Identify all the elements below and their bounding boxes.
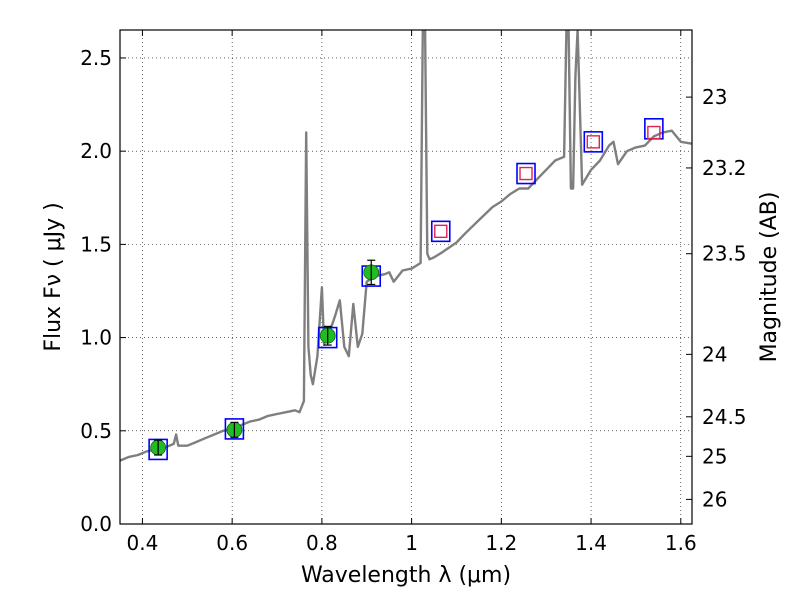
data-series — [120, 30, 692, 462]
x-tick-label: 0.6 — [216, 531, 248, 555]
y2-axis-title: Magnitude (AB) — [757, 192, 782, 363]
x-tick-label: 1.4 — [575, 531, 607, 555]
x-tick-label: 1.2 — [485, 531, 517, 555]
y-tick-label: 2.5 — [80, 46, 112, 70]
model-point — [516, 162, 536, 185]
nir-point — [434, 224, 448, 239]
plot-background — [120, 30, 692, 524]
y2-tick-label: 23.2 — [702, 156, 747, 180]
y-tick-label: 1.0 — [80, 326, 112, 350]
y2-tick-label: 23 — [702, 85, 727, 109]
x-tick-label: 1 — [405, 531, 418, 555]
model-point — [430, 220, 451, 243]
model-point — [583, 131, 604, 153]
axis-ticks: 0.4 0.6 0.8 1 1.2 1.4 1.6 0.0 0.5 1.0 1.5 2.0 2.5 23 2… — [80, 30, 747, 555]
y2-tick-label: 26 — [702, 487, 727, 511]
plot-frame — [119, 29, 693, 525]
model-point — [224, 418, 245, 440]
y2-tick-label: 24.5 — [702, 405, 747, 429]
nir-point — [519, 166, 533, 181]
x-tick-label: 0.8 — [306, 531, 338, 555]
x-tick-label: 1.6 — [665, 531, 697, 555]
model-point — [148, 438, 168, 461]
x-axis-title: Wavelength λ (μm) — [301, 563, 511, 588]
y-tick-label: 0.0 — [80, 512, 112, 536]
nir-point — [647, 125, 661, 140]
y2-tick-label: 24 — [702, 342, 727, 366]
y-axis-title: Flux Fν ( μJy ) — [41, 202, 66, 351]
x-tick-label: 0.4 — [127, 531, 159, 555]
y-tick-label: 1.5 — [80, 232, 112, 256]
y-tick-label: 2.0 — [80, 139, 112, 163]
nir-point — [586, 135, 601, 149]
y-tick-label: 0.5 — [80, 419, 112, 443]
y2-tick-label: 23.5 — [702, 242, 747, 266]
y2-tick-label: 25 — [702, 444, 727, 468]
